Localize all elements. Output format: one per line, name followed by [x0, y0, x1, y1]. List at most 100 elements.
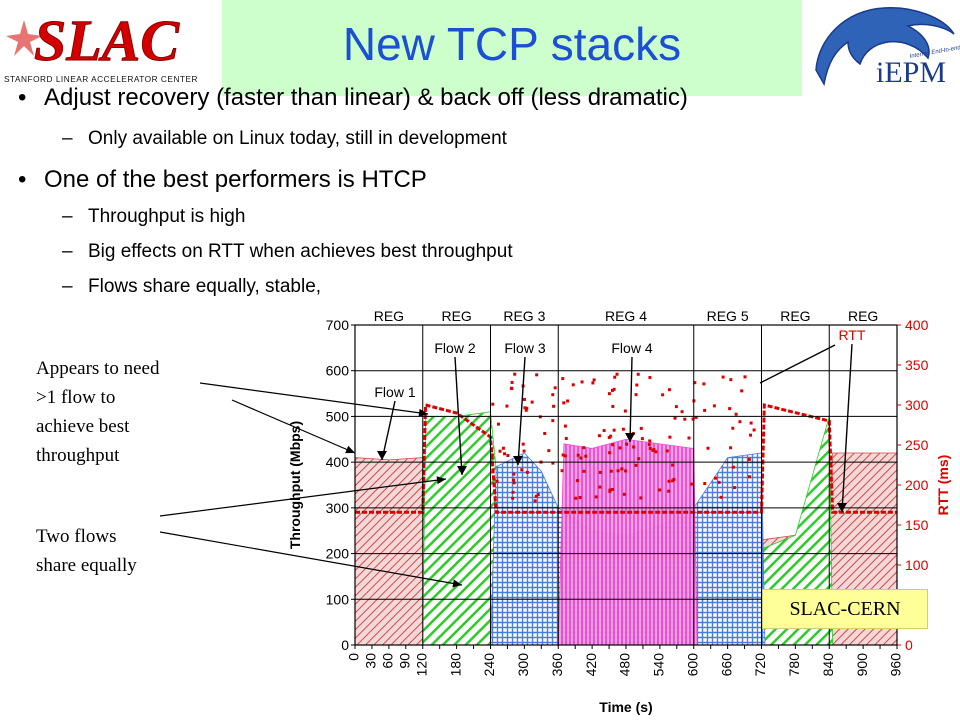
- y2-tick-label: 150: [905, 517, 929, 533]
- annotation-arrowhead: [436, 476, 446, 485]
- sub-bullet-text: Only available on Linux today, still in …: [88, 128, 507, 149]
- rtt-point: [609, 469, 613, 473]
- rtt-point: [511, 490, 515, 494]
- x-axis-title: Time (s): [599, 699, 652, 715]
- rtt-point: [571, 383, 575, 387]
- x-tick-label: 0: [346, 653, 362, 661]
- rtt-point: [648, 446, 652, 450]
- rtt-point: [747, 457, 751, 461]
- rtt-point: [612, 428, 616, 432]
- y-tick-label: 0: [341, 637, 349, 653]
- annotation-arrow: [199, 382, 429, 415]
- series-label: RTT: [839, 327, 866, 343]
- bullet-dot-icon: •: [18, 84, 27, 111]
- iepm-logo-text: iEPM: [876, 56, 946, 89]
- x-tick-label: 540: [651, 653, 667, 677]
- callout-arrowhead: [513, 456, 523, 465]
- rtt-point: [602, 429, 606, 433]
- bullet-text: One of the best performers is HTCP: [44, 166, 427, 193]
- rtt-point: [563, 424, 567, 428]
- rtt-point: [738, 420, 742, 424]
- rtt-point: [673, 416, 677, 420]
- rtt-point: [721, 375, 725, 379]
- rtt-point: [512, 478, 516, 482]
- annotation-line: achieve best: [36, 416, 130, 437]
- x-tick-label: 780: [786, 653, 802, 677]
- rtt-point: [635, 383, 639, 387]
- rtt-point: [511, 496, 515, 500]
- rtt-point: [647, 443, 651, 447]
- callout-arrowhead: [457, 466, 467, 475]
- rtt-point: [687, 436, 691, 440]
- bullet-text: Adjust recovery (faster than linear) & b…: [44, 84, 688, 111]
- rtt-point: [498, 449, 502, 453]
- sub-bullet-text: Flows share equally, stable,: [88, 276, 322, 297]
- y-tick-label: 300: [326, 500, 350, 516]
- rtt-point: [658, 488, 662, 492]
- rtt-point: [648, 439, 652, 443]
- rtt-point: [703, 408, 707, 412]
- callout-arrowhead: [377, 451, 387, 460]
- slide-title: New TCP stacks: [342, 18, 682, 70]
- rtt-point: [636, 372, 640, 376]
- rtt-point: [562, 401, 566, 405]
- annotation-arrow: [159, 478, 447, 517]
- rtt-point: [623, 409, 627, 413]
- x-tick-label: 180: [447, 653, 463, 677]
- y-tick-label: 700: [326, 317, 350, 333]
- rtt-point: [712, 404, 716, 408]
- rtt-point: [637, 457, 641, 461]
- rtt-point: [608, 488, 612, 492]
- annotation-arrow: [159, 531, 463, 586]
- rtt-point: [598, 485, 602, 489]
- x-tick-label: 840: [820, 653, 836, 677]
- rtt-point: [512, 472, 516, 476]
- slac-logo: SLAC STANFORD LINEAR ACCELERATOR CENTER: [4, 8, 198, 85]
- rtt-point: [510, 380, 514, 384]
- annotation-arrowhead: [418, 408, 428, 417]
- slac-star-icon: [6, 20, 42, 56]
- annotation-line: Appears to need: [36, 358, 160, 379]
- rtt-point: [513, 372, 517, 376]
- rtt-point: [564, 436, 568, 440]
- rtt-point: [734, 412, 738, 416]
- rtt-point: [749, 433, 753, 437]
- rtt-point: [608, 451, 612, 455]
- rtt-point: [731, 426, 735, 430]
- rtt-point: [624, 469, 628, 473]
- rtt-point: [592, 378, 596, 382]
- rtt-point: [625, 442, 629, 446]
- rtt-point: [523, 406, 527, 410]
- rtt-point: [728, 407, 732, 411]
- rtt-point: [717, 480, 721, 484]
- region-label: REG 3: [503, 308, 545, 324]
- callout-line: [454, 356, 463, 476]
- rtt-point: [524, 408, 528, 412]
- region-label: REG: [848, 308, 878, 324]
- y2-tick-label: 250: [905, 437, 929, 453]
- rtt-point: [683, 417, 687, 421]
- rtt-point: [552, 404, 556, 408]
- rtt-point: [530, 400, 534, 404]
- rtt-point: [512, 481, 516, 485]
- x-tick-label: 30: [363, 653, 379, 669]
- sub-bullet-item: – Only available on Linux today, still in…: [62, 128, 507, 149]
- rtt-point: [706, 446, 710, 450]
- rtt-point: [607, 392, 611, 396]
- rtt-point: [582, 446, 586, 450]
- rtt-point: [611, 404, 615, 408]
- x-tick-label: 660: [718, 653, 734, 677]
- y-tick-label: 400: [326, 454, 350, 470]
- rtt-point: [747, 475, 751, 479]
- rtt-point: [525, 470, 529, 474]
- y-tick-label: 200: [326, 546, 350, 562]
- annotation-line: throughput: [36, 445, 120, 466]
- y2-axis-title: RTT (ms): [935, 455, 951, 516]
- rtt-point: [543, 431, 547, 435]
- annotation-arrowhead: [345, 445, 355, 454]
- rtt-point: [639, 496, 643, 500]
- callout-arrowhead: [837, 503, 847, 512]
- annotation-line: Two flows: [36, 526, 117, 547]
- rtt-point: [732, 486, 736, 490]
- rtt-point: [574, 496, 578, 500]
